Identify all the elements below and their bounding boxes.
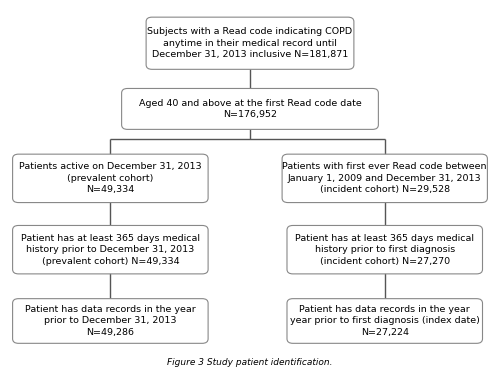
FancyBboxPatch shape — [122, 88, 378, 129]
Text: Figure 3 Study patient identification.: Figure 3 Study patient identification. — [167, 358, 333, 367]
Text: Patient has at least 365 days medical
history prior to first diagnosis
(incident: Patient has at least 365 days medical hi… — [295, 234, 474, 266]
FancyBboxPatch shape — [12, 226, 208, 274]
Text: Patient has at least 365 days medical
history prior to December 31, 2013
(preval: Patient has at least 365 days medical hi… — [21, 234, 200, 266]
FancyBboxPatch shape — [287, 226, 482, 274]
Text: Patients with first ever Read code between
January 1, 2009 and December 31, 2013: Patients with first ever Read code betwe… — [282, 162, 487, 194]
FancyBboxPatch shape — [287, 299, 482, 343]
FancyBboxPatch shape — [282, 154, 488, 203]
FancyBboxPatch shape — [12, 154, 208, 203]
Text: Patients active on December 31, 2013
(prevalent cohort)
N=49,334: Patients active on December 31, 2013 (pr… — [19, 162, 202, 194]
FancyBboxPatch shape — [12, 299, 208, 343]
Text: Subjects with a Read code indicating COPD
anytime in their medical record until
: Subjects with a Read code indicating COP… — [148, 27, 352, 59]
Text: Patient has data records in the year
prior to December 31, 2013
N=49,286: Patient has data records in the year pri… — [25, 305, 196, 337]
Text: Aged 40 and above at the first Read code date
N=176,952: Aged 40 and above at the first Read code… — [138, 99, 362, 119]
FancyBboxPatch shape — [146, 17, 354, 69]
Text: Patient has data records in the year
year prior to first diagnosis (index date)
: Patient has data records in the year yea… — [290, 305, 480, 337]
